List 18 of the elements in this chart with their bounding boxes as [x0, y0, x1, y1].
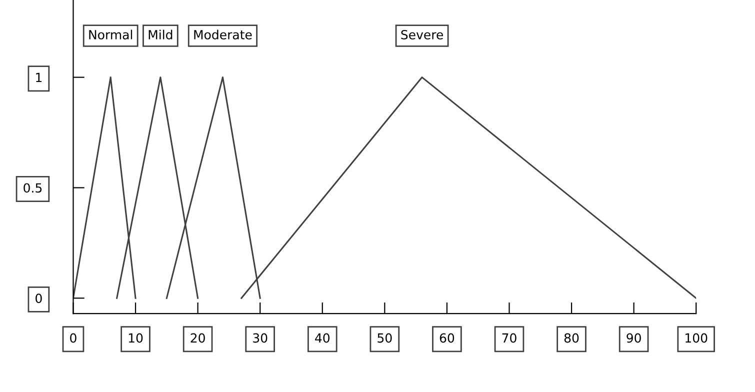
text: Moderate — [194, 30, 252, 40]
x-tick-label: 100 — [686, 333, 708, 343]
x-tick-label: 50 — [378, 333, 392, 343]
y-tick-label: 0 — [36, 294, 42, 304]
text: Normal — [89, 30, 132, 40]
y-tick-label: 1 — [36, 72, 42, 82]
y-tick-label: 0.5 — [24, 183, 42, 193]
x-tick-label: 60 — [440, 333, 454, 343]
x-tick-label: 40 — [315, 333, 330, 343]
x-tick-label: 10 — [128, 333, 143, 343]
text: Mild — [148, 30, 172, 40]
text: Severe — [401, 30, 444, 40]
x-tick-label: 30 — [253, 333, 268, 343]
x-tick-label: 70 — [502, 333, 516, 343]
x-tick-label: 90 — [626, 333, 641, 343]
x-tick-label: 0 — [70, 333, 76, 343]
x-tick-label: 80 — [564, 333, 579, 343]
x-tick-label: 20 — [190, 333, 205, 343]
